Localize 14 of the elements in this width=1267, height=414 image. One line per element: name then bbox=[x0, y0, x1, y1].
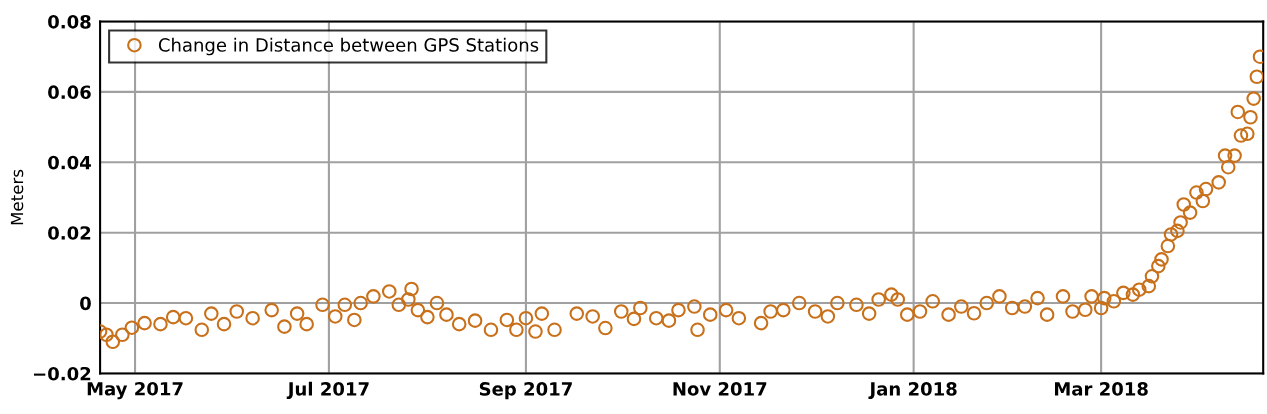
x-tick-label: Sep 2017 bbox=[479, 382, 572, 400]
y-tick-label: 0.08 bbox=[48, 14, 91, 29]
legend-label: Change in Distance between GPS Stations bbox=[158, 37, 539, 56]
x-tick-label: Jan 2018 bbox=[868, 382, 957, 400]
y-tick-label: −0.02 bbox=[34, 366, 91, 381]
x-tick-label: Mar 2018 bbox=[1054, 382, 1148, 396]
y-axis-title: Meters bbox=[10, 169, 24, 225]
x-tick-label: Jul 2017 bbox=[286, 381, 369, 400]
y-tick-label: 0.06 bbox=[48, 85, 91, 100]
x-tick-label: May 2017 bbox=[87, 381, 183, 400]
y-tick-label: 0 bbox=[80, 296, 91, 311]
x-tick-label: Nov 2017 bbox=[673, 382, 767, 396]
y-tick-label: 0.04 bbox=[48, 155, 91, 170]
y-tick-label: 0.02 bbox=[48, 226, 91, 240]
